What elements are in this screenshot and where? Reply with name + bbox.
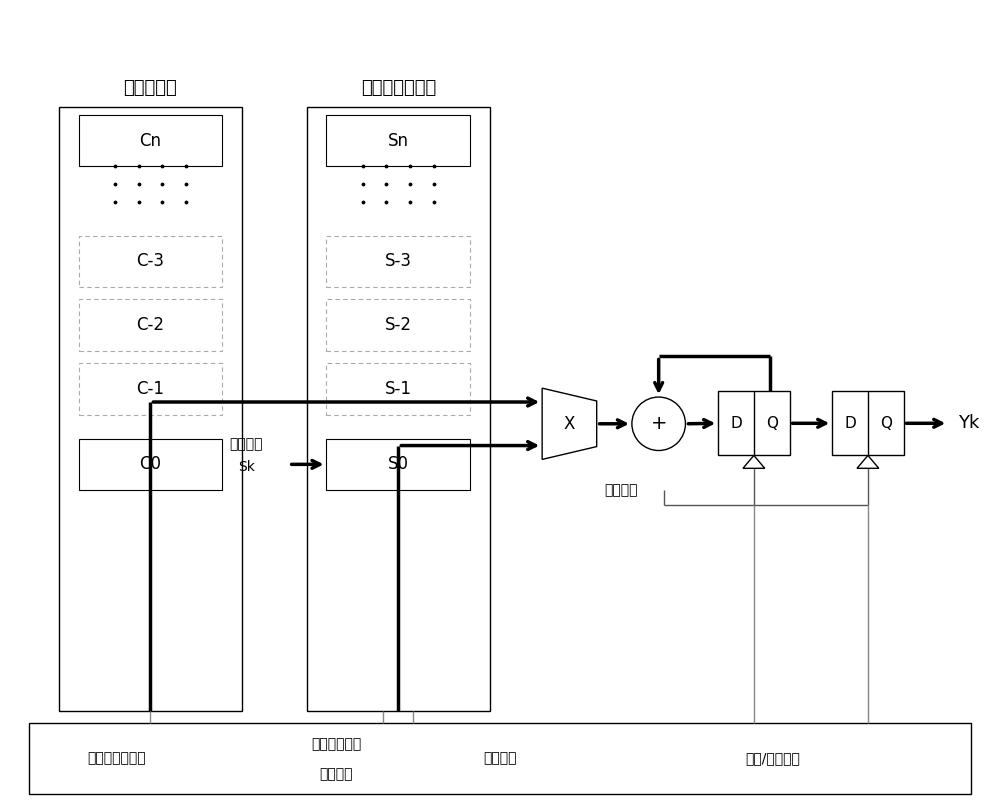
FancyBboxPatch shape [326, 235, 470, 287]
Text: 系统时钟: 系统时钟 [604, 483, 638, 497]
FancyBboxPatch shape [307, 107, 490, 711]
FancyBboxPatch shape [326, 438, 470, 490]
Text: Q: Q [766, 416, 778, 430]
Text: 累加/输出控制: 累加/输出控制 [745, 751, 800, 765]
Text: 采样数据地址: 采样数据地址 [311, 737, 362, 751]
Text: D: D [730, 416, 742, 430]
Text: 采样数据存储器: 采样数据存储器 [361, 79, 436, 98]
Text: 控制逻辑: 控制逻辑 [483, 751, 517, 765]
Text: S0: S0 [388, 455, 409, 473]
Text: D: D [844, 416, 856, 430]
FancyBboxPatch shape [29, 723, 971, 794]
Polygon shape [857, 455, 879, 468]
Text: C-2: C-2 [136, 316, 164, 334]
FancyBboxPatch shape [79, 299, 222, 351]
Circle shape [632, 397, 685, 451]
FancyBboxPatch shape [79, 438, 222, 490]
Text: 读写控制: 读写控制 [320, 767, 353, 781]
FancyBboxPatch shape [79, 115, 222, 167]
FancyBboxPatch shape [326, 115, 470, 167]
Text: C-1: C-1 [136, 380, 164, 398]
Text: 系数存储器: 系数存储器 [124, 79, 177, 98]
FancyBboxPatch shape [718, 391, 790, 455]
Text: Cn: Cn [139, 131, 161, 150]
Text: 滤波器系数地址: 滤波器系数地址 [87, 751, 146, 765]
Text: C0: C0 [139, 455, 161, 473]
Text: +: + [650, 414, 667, 434]
Polygon shape [743, 455, 765, 468]
Text: Yk: Yk [958, 414, 980, 432]
FancyBboxPatch shape [326, 364, 470, 415]
Text: S-2: S-2 [385, 316, 412, 334]
Text: Sn: Sn [388, 131, 409, 150]
FancyBboxPatch shape [79, 364, 222, 415]
Text: S-3: S-3 [385, 252, 412, 271]
Text: X: X [564, 415, 575, 433]
FancyBboxPatch shape [59, 107, 242, 711]
Text: S-1: S-1 [385, 380, 412, 398]
FancyBboxPatch shape [326, 299, 470, 351]
FancyBboxPatch shape [79, 235, 222, 287]
FancyBboxPatch shape [832, 391, 904, 455]
Text: Sk: Sk [238, 460, 255, 474]
Text: C-3: C-3 [136, 252, 164, 271]
Text: Q: Q [880, 416, 892, 430]
Polygon shape [542, 388, 597, 459]
Text: 采样数据: 采样数据 [229, 438, 263, 451]
